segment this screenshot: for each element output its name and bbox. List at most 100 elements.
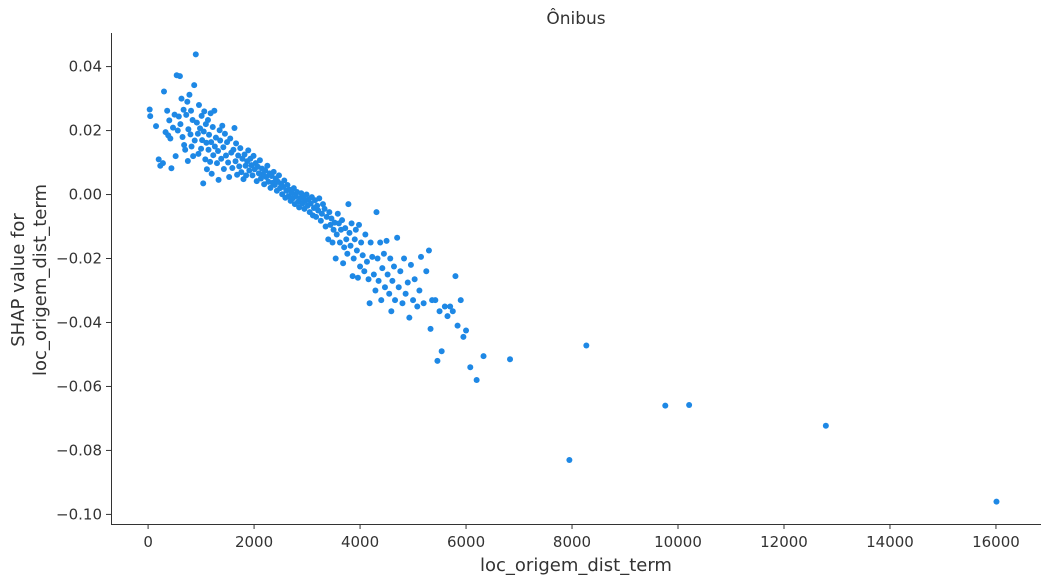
data-point: [447, 303, 454, 310]
data-point: [449, 308, 456, 315]
data-point: [342, 225, 349, 232]
data-point: [201, 108, 208, 115]
data-point: [993, 498, 1000, 505]
data-point: [351, 236, 358, 243]
data-point: [383, 237, 390, 244]
data-point: [404, 279, 411, 286]
data-point: [202, 156, 209, 163]
data-point: [160, 88, 167, 95]
data-point: [434, 357, 441, 364]
data-point: [397, 268, 404, 275]
data-point: [250, 152, 257, 159]
data-point: [225, 159, 232, 166]
data-point: [243, 172, 250, 179]
data-point: [370, 271, 377, 278]
data-point: [220, 144, 227, 151]
data-point: [179, 133, 186, 140]
data-point: [191, 137, 198, 144]
data-point: [164, 107, 171, 114]
data-point: [177, 121, 184, 128]
data-point: [182, 146, 189, 153]
data-point: [146, 106, 153, 113]
data-point: [195, 101, 202, 108]
data-point: [359, 252, 366, 259]
data-point: [235, 152, 242, 159]
data-point: [183, 111, 190, 118]
y-tick-label: −0.02: [56, 250, 102, 268]
data-point: [367, 239, 374, 246]
x-tick-label: 6000: [447, 533, 485, 551]
data-point: [347, 242, 354, 249]
data-point: [231, 125, 238, 132]
chart-title: Ônibus: [546, 7, 605, 29]
data-point: [356, 221, 362, 228]
data-point: [298, 190, 305, 197]
data-point: [686, 402, 693, 409]
data-point: [205, 146, 212, 153]
data-point: [323, 213, 330, 220]
data-point: [174, 127, 181, 134]
data-point: [416, 287, 423, 294]
x-tick-label: 12000: [760, 533, 808, 551]
data-point: [155, 156, 162, 163]
data-point: [399, 300, 406, 307]
y-axis-title-line-2: loc_origem_dist_term: [30, 184, 51, 376]
data-point: [193, 119, 200, 126]
data-point: [186, 91, 193, 98]
data-point: [222, 152, 229, 159]
data-point: [168, 165, 175, 172]
data-point: [325, 236, 332, 243]
data-point: [220, 165, 227, 172]
data-point: [245, 147, 252, 154]
data-point: [167, 135, 174, 142]
y-tick-label: 0.04: [69, 58, 102, 76]
y-tick-label: 0.02: [69, 122, 102, 140]
data-point: [345, 201, 352, 208]
data-point: [226, 173, 233, 180]
data-point: [322, 223, 329, 230]
data-point: [427, 325, 434, 332]
data-point: [436, 308, 443, 315]
data-point: [444, 313, 451, 320]
data-point: [172, 153, 179, 160]
data-point: [348, 220, 355, 227]
data-point: [379, 265, 386, 272]
data-point: [392, 297, 399, 304]
data-point: [288, 189, 295, 196]
data-point: [213, 160, 220, 167]
data-point: [361, 268, 368, 275]
data-point: [233, 140, 240, 147]
data-point: [203, 139, 210, 146]
data-point: [175, 113, 182, 120]
data-point: [319, 201, 326, 208]
data-point: [410, 297, 417, 304]
data-point: [215, 148, 222, 155]
data-point: [423, 268, 430, 275]
y-tick-label: 0.00: [69, 186, 102, 204]
data-point: [229, 164, 236, 171]
data-point: [184, 98, 191, 105]
data-point: [411, 276, 418, 283]
data-point: [372, 287, 379, 294]
data-point: [326, 209, 333, 216]
data-point: [377, 239, 384, 246]
data-point: [262, 167, 269, 174]
data-point: [566, 457, 573, 464]
data-point: [438, 348, 445, 355]
data-point: [452, 273, 459, 280]
data-point: [249, 172, 256, 179]
data-point: [204, 117, 211, 124]
data-point: [369, 253, 376, 260]
y-axis-title-line-1: SHAP value for: [8, 213, 29, 347]
data-point: [198, 112, 205, 119]
data-point: [352, 226, 359, 233]
data-point: [181, 141, 188, 148]
data-point: [401, 255, 408, 262]
data-point: [246, 167, 253, 174]
data-point: [425, 247, 432, 254]
data-point: [340, 260, 347, 267]
data-point: [463, 327, 470, 334]
x-axis-title: loc_origem_dist_term: [480, 555, 672, 576]
data-point: [190, 153, 197, 160]
data-point: [237, 145, 244, 152]
